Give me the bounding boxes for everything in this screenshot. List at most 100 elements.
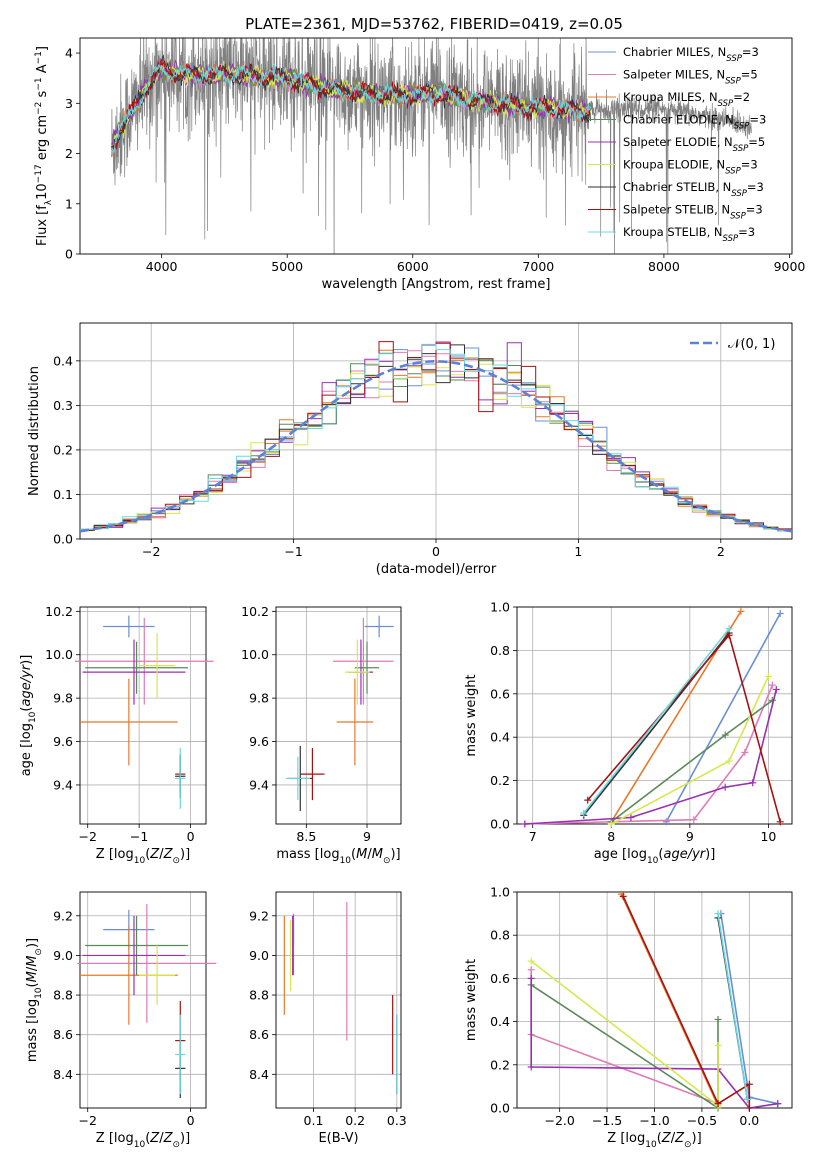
x-axis-label-part: log — [114, 847, 134, 862]
x-axis-label-part: ⊙ — [172, 1140, 180, 1150]
x-axis-label-part: )] — [390, 847, 400, 862]
legend-entry: Kroupa STELIB, NSSP=3 — [623, 225, 755, 244]
y-tick-label: 8.8 — [53, 988, 73, 1003]
x-tick-label: 9 — [363, 829, 371, 844]
y-tick-label: 0.0 — [53, 532, 73, 547]
x-tick-label: 0.3 — [387, 1113, 407, 1128]
y-axis-label: mass weight — [464, 674, 479, 756]
x-axis-label: E(B-V) — [318, 1131, 358, 1146]
x-axis-label-part: )] — [180, 847, 190, 862]
model-spectrum-line — [110, 63, 592, 155]
y-tick-label: 0.2 — [490, 1057, 510, 1072]
x-axis-label-part: M — [356, 847, 367, 862]
x-axis-label-part: Z — [149, 847, 160, 862]
x-tick-label: −1.5 — [592, 1113, 622, 1128]
axes-frame — [79, 606, 207, 825]
x-axis-label-part: / — [671, 1131, 676, 1146]
figure-title: PLATE=2361, MJD=53762, FIBERID=0419, z=0… — [245, 15, 623, 33]
y-tick-label: 0.2 — [490, 773, 510, 788]
y-tick-label: 10.2 — [241, 604, 269, 619]
x-axis-label-part: log — [114, 1131, 134, 1146]
y-tick-label: 0.0 — [490, 1101, 510, 1116]
y-axis-label-part: M — [25, 971, 40, 982]
x-axis-label-part: ⊙ — [172, 856, 180, 866]
y-tick-label: 0.4 — [490, 1014, 510, 1029]
legend-entry-sub: SSP — [725, 167, 741, 177]
legend-entry-value: =5 — [748, 135, 765, 149]
x-tick-label: 6000 — [397, 259, 429, 274]
y-axis-label-part: Flux [f — [35, 205, 50, 246]
x-axis-label-part: 10 — [340, 856, 352, 866]
y-axis-label-part: log — [25, 999, 40, 1019]
axes-frame — [79, 37, 793, 255]
legend-entry-sub: SSP — [718, 99, 734, 109]
y-axis-label-part: mass weight — [464, 959, 479, 1041]
legend-entry-sub: SSP — [731, 189, 747, 199]
x-tick-label: −1 — [284, 544, 302, 559]
residuals-panel: −2 −1 0 1 2 0.0 0.1 0.2 0.3 0.4 𝒩(0, 1) (data-model… — [27, 322, 793, 577]
y-tick-label: 0.8 — [490, 928, 510, 943]
axes-frame — [516, 606, 793, 825]
y-axis-label: age [log10(age/yr)] — [19, 655, 38, 777]
y-tick-label: 8.8 — [249, 988, 269, 1003]
x-axis-label-part: ⊙ — [684, 1140, 692, 1150]
y-axis-label-part: 10 — [35, 183, 50, 200]
legend-entry-name: Kroupa MILES, N — [623, 90, 718, 104]
x-tick-label: 8 — [607, 829, 615, 844]
x-axis-label-part: 10 — [134, 1140, 146, 1150]
x-tick-label: −2 — [142, 544, 160, 559]
x-axis-label: Z [log10(Z/Z⊙)] — [96, 847, 190, 866]
y-tick-label: 3 — [65, 96, 73, 111]
residual-histogram-step — [80, 341, 792, 531]
x-tick-label: 5000 — [271, 259, 303, 274]
x-tick-label: 0 — [187, 1113, 195, 1128]
x-axis-label: mass [log10(M/M⊙)] — [276, 847, 400, 866]
legend-entry: Chabrier ELODIE, NSSP=3 — [623, 113, 766, 132]
y-tick-label: 0.6 — [490, 971, 510, 986]
y-axis-label-part: M — [25, 956, 40, 967]
y-axis-label-part: ] — [35, 46, 50, 51]
x-axis-label-part: ⊙ — [383, 856, 391, 866]
y-axis-label-part: mass [ — [25, 1019, 40, 1062]
legend-entry-sub: SSP — [734, 122, 750, 132]
legend-entry-value: =5 — [741, 68, 758, 82]
x-tick-label: 8000 — [648, 259, 680, 274]
axes-frame — [275, 891, 402, 1109]
y-tick-label: 8.4 — [53, 1067, 73, 1082]
legend-entry-value: =3 — [746, 203, 763, 217]
y-axis-label-part: )] — [25, 938, 40, 948]
x-axis-label-part: Z [ — [96, 1131, 114, 1146]
age-vs-Z-panel: −2 −1 09.49.69.810.010.2Z [log10(Z/Z⊙)]age… — [19, 604, 214, 866]
y-axis-label-part: s — [35, 90, 50, 101]
x-axis-label-part: / — [159, 1131, 164, 1146]
axes-frame — [79, 322, 793, 540]
x-tick-label: 10 — [760, 829, 776, 844]
x-axis-label: age [log10(age/yr)] — [594, 847, 716, 866]
legend-entry-sub: SSP — [730, 212, 746, 222]
legend-entry: Kroupa MILES, NSSP=2 — [623, 90, 750, 109]
legend-entry-name: Chabrier ELODIE, N — [623, 113, 734, 127]
axes-frame — [516, 891, 793, 1109]
x-axis-label: wavelength [Angstrom, rest frame] — [322, 277, 551, 292]
legend-entry-value: =3 — [747, 180, 764, 194]
x-tick-label: −2 — [78, 1113, 96, 1128]
legend-entry: Chabrier MILES, NSSP=3 — [623, 45, 759, 64]
y-axis-label-part: 10 — [28, 711, 38, 723]
x-axis-label-part: 10 — [647, 856, 659, 866]
x-tick-label: 0.1 — [304, 1113, 324, 1128]
mass-vs-Z-panel: −2 08.48.68.89.09.2Z [log10(Z/Z⊙)]mass [l… — [25, 891, 217, 1150]
y-axis-label-part: −1 — [34, 51, 44, 64]
legend-entry-value: =2 — [733, 90, 750, 104]
weight-series-line — [530, 960, 719, 1108]
y-tick-label: 0.2 — [53, 442, 73, 457]
y-axis-label: Flux [fλ10−17 erg cm−2 s−1 A−1] — [34, 46, 54, 246]
y-tick-label: 0 — [65, 247, 73, 262]
y-tick-label: 9.0 — [249, 948, 269, 963]
x-tick-label: 9000 — [774, 259, 806, 274]
x-tick-label: −1 — [130, 829, 148, 844]
y-axis-label-part: λ — [44, 199, 54, 205]
y-tick-label: 9.4 — [53, 777, 73, 792]
